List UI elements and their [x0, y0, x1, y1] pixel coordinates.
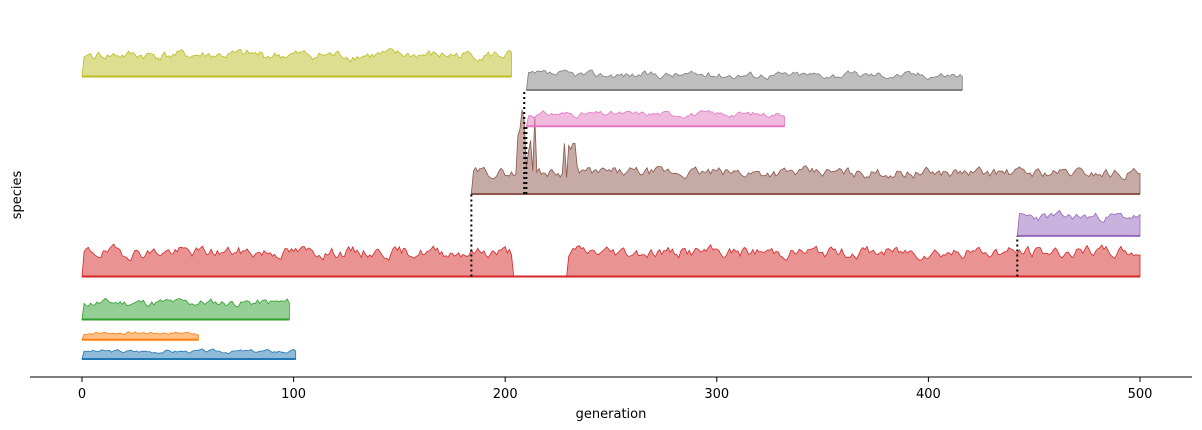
plot-area [81, 48, 1141, 360]
x-tick-label-0: 0 [78, 387, 86, 402]
species-area-1 [81, 348, 297, 360]
species-area-5 [1016, 209, 1141, 237]
x-tick-label-400: 400 [916, 387, 941, 402]
x-tick-label-300: 300 [704, 387, 729, 402]
species-area-4 [81, 243, 1141, 277]
x-axis-label: generation [576, 407, 647, 422]
x-tick-label-200: 200 [493, 387, 518, 402]
x-tick-label-500: 500 [1128, 387, 1153, 402]
species-area-7 [526, 110, 785, 127]
x-tick-label-100: 100 [281, 387, 306, 402]
x-axis-ticks: 0 100 200 300 400 500 [78, 377, 1153, 402]
species-area-8 [525, 69, 963, 91]
species-area-2 [81, 331, 199, 341]
species-area-6 [470, 109, 1141, 195]
y-axis-label: species [10, 171, 25, 220]
species-area-9 [81, 48, 512, 77]
species-area-3 [81, 297, 290, 320]
